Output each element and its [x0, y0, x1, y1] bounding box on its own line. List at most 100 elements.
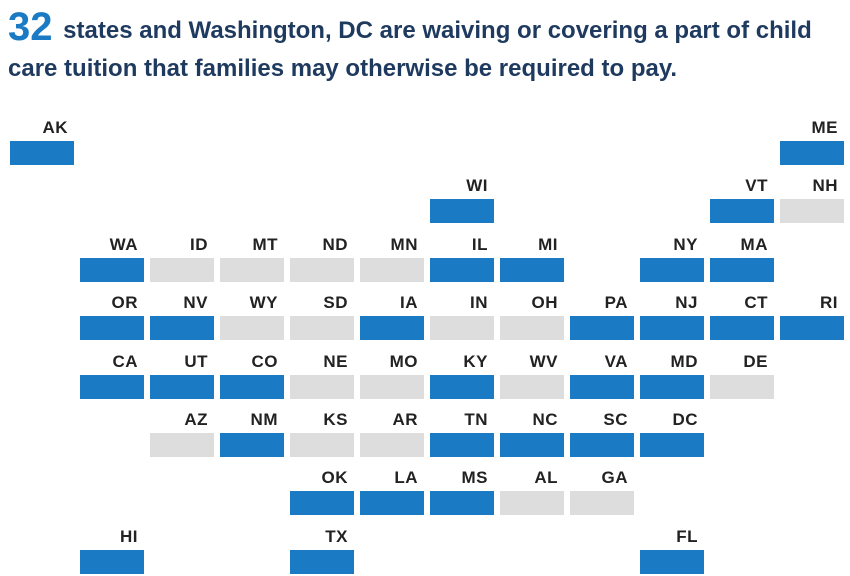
state-tile-va: VA — [570, 352, 634, 399]
state-label: MT — [252, 234, 278, 254]
state-bar-covered — [80, 374, 144, 399]
state-label: IL — [471, 234, 488, 254]
state-tile-or: OR — [80, 293, 144, 341]
state-label: UT — [184, 351, 208, 371]
state-tile-az: AZ — [150, 410, 214, 457]
state-tile-il: IL — [430, 235, 494, 282]
state-label: AK — [42, 118, 68, 137]
state-label: AR — [392, 410, 418, 429]
state-tile-ak: AK — [10, 118, 74, 165]
state-bar-not-covered — [430, 316, 494, 341]
headline-text: states and Washington, DC are waiving or… — [8, 17, 812, 82]
state-tile-in: IN — [430, 293, 494, 341]
state-bar-covered — [80, 549, 144, 574]
state-tile-ma: MA — [710, 235, 774, 282]
state-tile-sc: SC — [570, 410, 634, 457]
state-bar-covered — [640, 433, 704, 457]
state-bar-covered — [80, 316, 144, 341]
state-bar-not-covered — [360, 433, 424, 457]
state-label: KY — [463, 351, 488, 371]
state-label: OH — [531, 293, 558, 313]
state-bar-not-covered — [710, 374, 774, 399]
state-label: WI — [466, 176, 488, 196]
state-tile-sd: SD — [290, 293, 354, 341]
state-tile-fl: FL — [640, 527, 704, 574]
state-bar-covered — [290, 549, 354, 574]
state-tile-tx: TX — [290, 527, 354, 574]
state-label: FL — [676, 526, 698, 546]
state-bar-not-covered — [360, 257, 424, 282]
state-bar-not-covered — [220, 316, 284, 341]
state-bar-not-covered — [290, 433, 354, 457]
state-bar-covered — [640, 257, 704, 282]
state-tile-tn: TN — [430, 410, 494, 457]
state-label: WY — [249, 293, 278, 313]
state-bar-covered — [220, 374, 284, 399]
state-label: VA — [604, 351, 628, 371]
state-label: NC — [532, 410, 558, 429]
state-label: OR — [111, 293, 138, 313]
state-tile-ri: RI — [780, 293, 844, 341]
state-bar-covered — [640, 316, 704, 341]
state-label: LA — [394, 468, 418, 488]
state-label: CO — [251, 351, 278, 371]
state-label: HI — [120, 526, 138, 546]
state-bar-not-covered — [500, 491, 564, 516]
state-tile-ia: IA — [360, 293, 424, 341]
state-tile-vt: VT — [710, 176, 774, 224]
state-label: ME — [811, 118, 838, 137]
state-label: TX — [325, 526, 348, 546]
state-label: GA — [601, 468, 628, 488]
state-bar-covered — [780, 316, 844, 341]
state-tile-me: ME — [780, 118, 844, 165]
state-bar-covered — [220, 433, 284, 457]
state-tile-de: DE — [710, 352, 774, 399]
state-bar-covered — [640, 374, 704, 399]
state-label: WA — [109, 234, 138, 254]
state-bar-covered — [710, 199, 774, 224]
state-tile-wv: WV — [500, 352, 564, 399]
state-tile-ok: OK — [290, 468, 354, 516]
state-bar-not-covered — [290, 257, 354, 282]
state-bar-covered — [430, 199, 494, 224]
state-label: NM — [250, 410, 278, 429]
state-bar-not-covered — [220, 257, 284, 282]
state-bar-covered — [150, 374, 214, 399]
state-tile-oh: OH — [500, 293, 564, 341]
state-bar-covered — [500, 433, 564, 457]
state-label: MO — [389, 351, 418, 371]
state-label: CT — [744, 293, 768, 313]
state-label: MA — [740, 234, 768, 254]
state-tile-ky: KY — [430, 352, 494, 399]
state-bar-covered — [710, 316, 774, 341]
state-label: NE — [323, 351, 348, 371]
state-tile-mn: MN — [360, 235, 424, 282]
state-tile-ks: KS — [290, 410, 354, 457]
state-bar-covered — [570, 374, 634, 399]
state-tile-mt: MT — [220, 235, 284, 282]
state-bar-covered — [570, 316, 634, 341]
state-bar-not-covered — [500, 316, 564, 341]
state-bar-covered — [500, 257, 564, 282]
state-bar-not-covered — [360, 374, 424, 399]
state-tile-nv: NV — [150, 293, 214, 341]
state-label: AZ — [184, 410, 208, 429]
state-tile-id: ID — [150, 235, 214, 282]
state-tile-mo: MO — [360, 352, 424, 399]
state-bar-covered — [290, 491, 354, 516]
state-tile-al: AL — [500, 468, 564, 516]
state-bar-covered — [360, 491, 424, 516]
state-tile-nc: NC — [500, 410, 564, 457]
state-label: RI — [820, 293, 838, 313]
state-tile-nd: ND — [290, 235, 354, 282]
state-bar-not-covered — [570, 491, 634, 516]
state-label: IN — [470, 293, 488, 313]
state-label: OK — [321, 468, 348, 488]
state-tile-co: CO — [220, 352, 284, 399]
state-label: DC — [672, 410, 698, 429]
state-label: SC — [603, 410, 628, 429]
state-label: PA — [604, 293, 628, 313]
state-label: CA — [112, 351, 138, 371]
state-bar-covered — [780, 141, 844, 165]
